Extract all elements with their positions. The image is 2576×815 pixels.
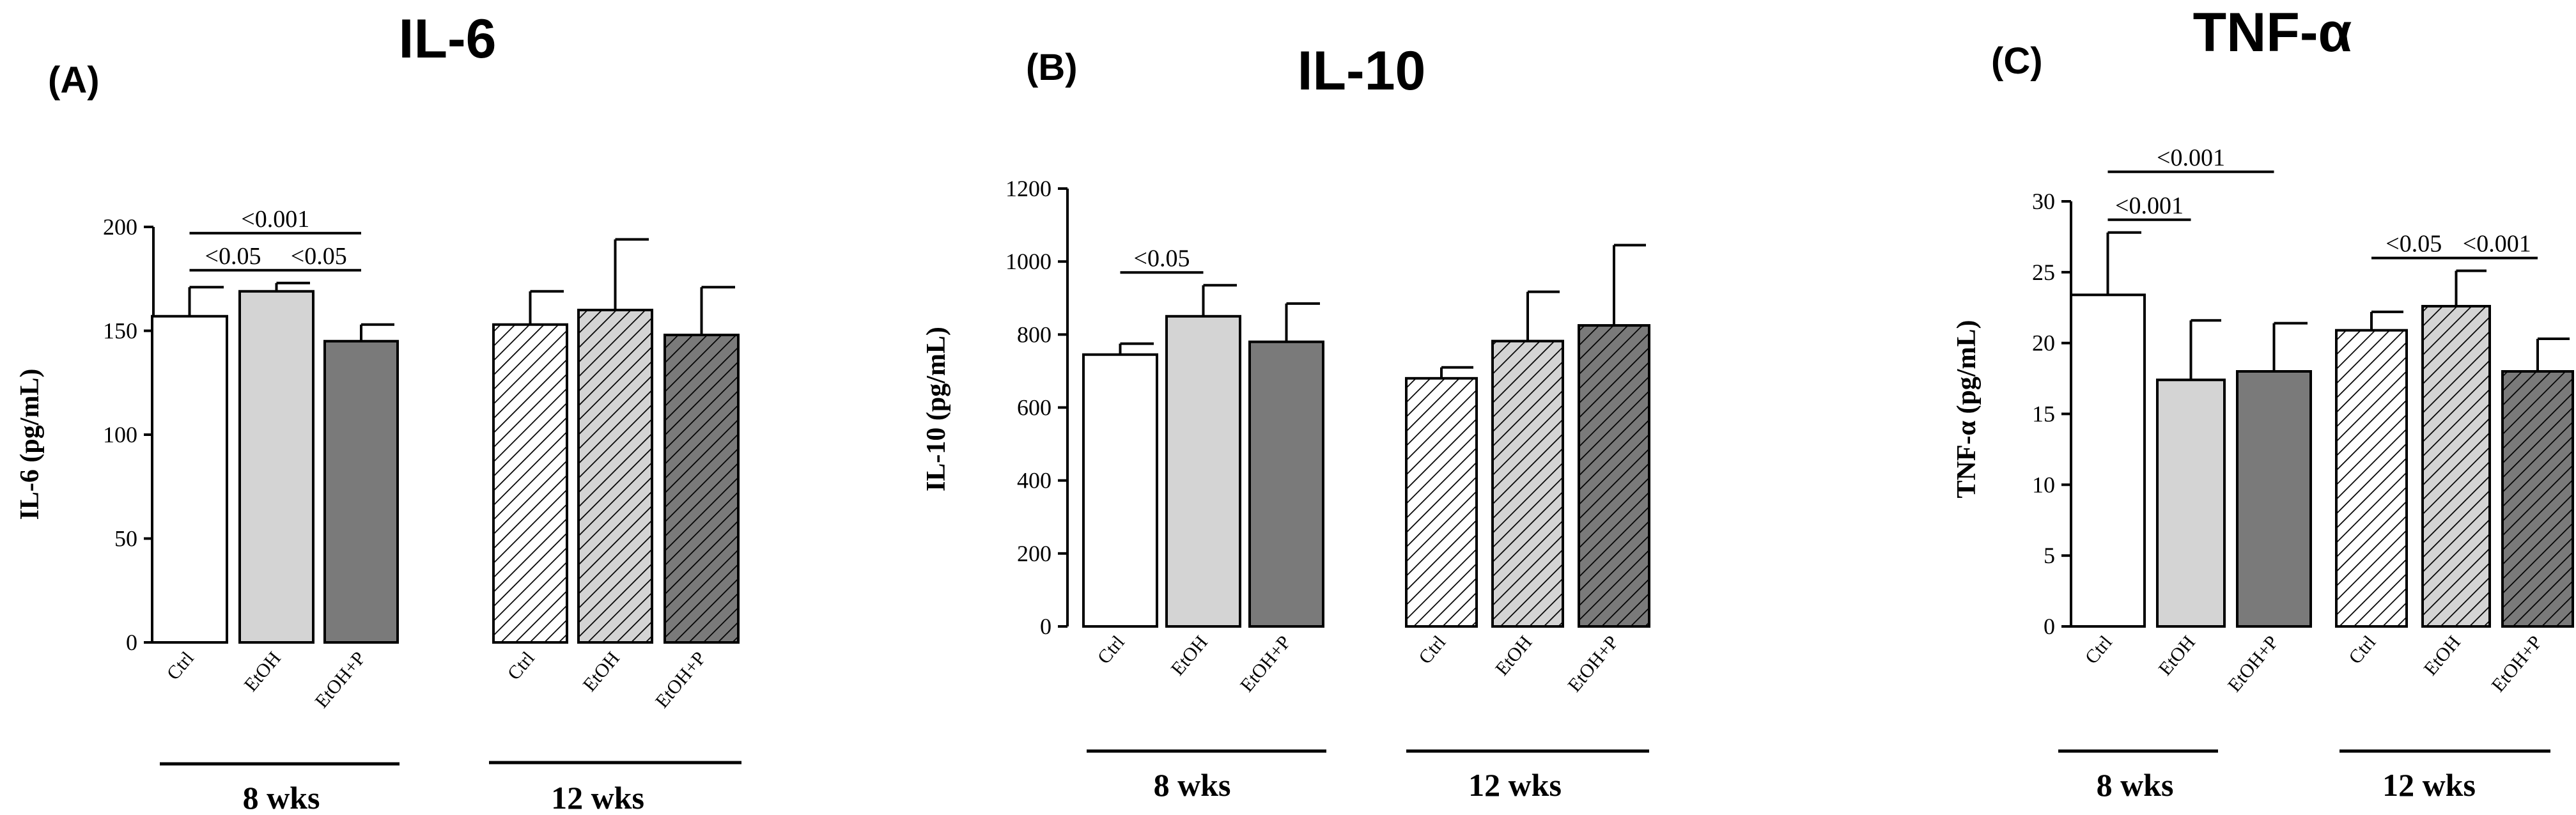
- x-tick-label: EtOH: [579, 648, 624, 695]
- bar: [663, 334, 740, 644]
- x-tick-label: Ctrl: [163, 648, 198, 684]
- x-tick-label: EtOH: [1491, 632, 1536, 679]
- x-tick-label: Ctrl: [2081, 632, 2116, 668]
- bar: [238, 290, 314, 644]
- panel-tnfa: (C) TNF-α TNF-α (pg/mL) 0 5 10 15 20 25 30 Ctrl…: [1952, 2, 2574, 803]
- bar: [2236, 370, 2312, 628]
- x-tick-label: EtOH+P: [1563, 632, 1622, 696]
- y-tick-label: 400: [1017, 468, 1051, 493]
- significance-label: <0.001: [2157, 144, 2225, 171]
- x-tick-label: EtOH+P: [2487, 632, 2546, 696]
- y-tick-label: 200: [1017, 541, 1051, 566]
- group-label: 12 wks: [1468, 767, 1562, 803]
- group-label: 8 wks: [243, 780, 320, 815]
- x-tick-label: Ctrl: [2345, 632, 2380, 668]
- x-tick-label: EtOH: [240, 648, 285, 695]
- y-axis-label: IL-6 (pg/mL): [15, 369, 45, 520]
- chart-title: TNF-α: [2193, 2, 2352, 63]
- significance-label: <0.05: [205, 243, 261, 270]
- bar: [1082, 353, 1158, 628]
- chart-title: IL-10: [1298, 40, 1426, 102]
- significance-label: <0.001: [2463, 231, 2531, 258]
- bar: [2335, 329, 2408, 628]
- y-tick-label: 1000: [1005, 249, 1051, 274]
- y-tick-label: 0: [1040, 614, 1051, 639]
- x-tick-label: EtOH: [2420, 632, 2465, 679]
- y-tick-label: 0: [2044, 614, 2055, 639]
- panel-il6: (A) IL-6 IL-6 (pg/mL) 0 50 100 150 200 Ctrl Et…: [15, 8, 741, 815]
- bar: [323, 339, 399, 644]
- bar: [1491, 339, 1564, 628]
- panel-label: (C): [1991, 40, 2043, 82]
- panel-label: (B): [1026, 47, 1078, 88]
- y-tick-label: 0: [126, 630, 137, 655]
- bar: [577, 309, 653, 644]
- group-label: 12 wks: [551, 780, 644, 815]
- bar: [1248, 340, 1324, 628]
- bar: [492, 323, 568, 644]
- bar: [151, 314, 228, 644]
- y-tick-label: 50: [114, 526, 137, 552]
- group-label: 12 wks: [2382, 767, 2476, 803]
- bar: [1405, 376, 1478, 628]
- y-tick-label: 20: [2032, 330, 2055, 356]
- x-tick-label: Ctrl: [504, 648, 539, 684]
- group-label: 8 wks: [1154, 767, 1231, 803]
- y-tick-label: 100: [103, 422, 137, 447]
- significance-label: <0.05: [291, 243, 347, 270]
- y-axis-label: TNF-α (pg/mL): [1952, 320, 1982, 499]
- significance-label: <0.001: [241, 206, 309, 233]
- panel-label: (A): [48, 59, 100, 101]
- group-label: 8 wks: [2097, 767, 2174, 803]
- y-tick-label: 150: [103, 318, 137, 344]
- y-tick-label: 5: [2044, 543, 2055, 568]
- x-tick-label: Ctrl: [1094, 632, 1129, 668]
- x-tick-label: EtOH: [1167, 632, 1212, 679]
- y-tick-label: 600: [1017, 395, 1051, 421]
- bar: [1165, 314, 1241, 628]
- y-tick-label: 200: [103, 214, 137, 240]
- bar: [2501, 370, 2574, 628]
- significance-label: <0.001: [2115, 192, 2184, 219]
- y-tick-label: 10: [2032, 472, 2055, 497]
- y-tick-label: 800: [1017, 322, 1051, 347]
- bar: [2421, 305, 2491, 628]
- y-tick-label: 25: [2032, 260, 2055, 285]
- x-tick-label: EtOH+P: [651, 648, 710, 712]
- chart-title: IL-6: [399, 8, 497, 70]
- bar: [1578, 324, 1650, 628]
- panel-il10: (B) IL-10 IL-10 (pg/mL) 0 200 400 600 800 100…: [922, 40, 1650, 803]
- y-tick-label: 30: [2032, 189, 2055, 214]
- significance-label: <0.05: [1134, 245, 1190, 272]
- x-tick-label: EtOH+P: [1236, 632, 1295, 696]
- x-tick-label: EtOH+P: [311, 648, 369, 712]
- y-axis-label: IL-10 (pg/mL): [922, 327, 951, 492]
- bar: [2070, 293, 2146, 628]
- x-tick-label: EtOH+P: [2224, 632, 2283, 696]
- x-tick-label: Ctrl: [1415, 632, 1450, 668]
- y-tick-label: 15: [2032, 401, 2055, 427]
- x-tick-label: EtOH: [2155, 632, 2200, 679]
- bar: [2156, 378, 2226, 628]
- y-tick-label: 1200: [1005, 176, 1051, 201]
- significance-label: <0.05: [2386, 231, 2442, 258]
